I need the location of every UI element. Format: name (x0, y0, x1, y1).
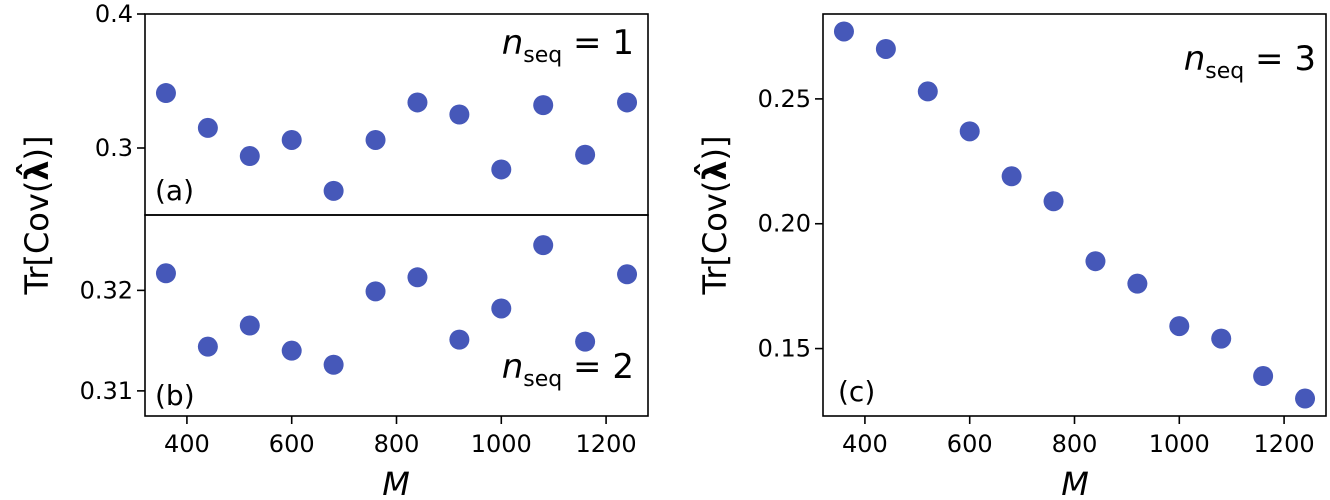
panel-c-data-point (1295, 388, 1316, 409)
panel-b-y-tick-label: 0.32 (80, 276, 133, 304)
panel-c-x-tick-label: 1000 (1149, 430, 1210, 458)
panel-b-data-point (155, 263, 176, 284)
panel-c-y-ticks: 0.15 0.20 0.25 (758, 85, 823, 363)
panel-a-annotation: nseq = 1 (502, 23, 634, 68)
panel-a-label: (a) (155, 174, 194, 207)
panel-c-y-axis-label-symbol: λ̂ (694, 160, 734, 180)
panel-b-points (155, 235, 638, 375)
panel-a-points (155, 83, 638, 201)
panel-c-y-axis-label-prefix: Tr[Cov( (696, 181, 734, 296)
panel-a-y-tick-label: 0.4 (95, 0, 133, 28)
panel-a-data-point (281, 129, 302, 150)
panel-c-data-point (1211, 328, 1232, 349)
panel-a-data-point (533, 95, 554, 116)
panel-c-data-point (1043, 191, 1064, 212)
left-y-axis-label: Tr[Cov(λ̂)] (16, 135, 56, 295)
panel-a-data-point (197, 117, 218, 138)
left-y-axis-label-prefix: Tr[Cov( (18, 181, 56, 296)
panel-c-data-point (1085, 251, 1106, 272)
panel-a-annotation-rest: = 1 (562, 23, 634, 63)
panel-a-data-point (407, 92, 428, 113)
panel-c-x-tick-label: 400 (842, 430, 888, 458)
panel-c-data-point (917, 81, 938, 102)
panel-a-data-point (491, 159, 512, 180)
panel-c-y-tick-label: 0.25 (758, 85, 811, 113)
panel-a-data-point (155, 83, 176, 104)
panel-a-y-tick-label: 0.3 (95, 134, 133, 162)
panel-a-data-point (575, 144, 596, 165)
panel-c-data-point (833, 21, 854, 42)
panel-c-x-tick-label: 600 (947, 430, 993, 458)
panel-c-annotation: nseq = 3 (1184, 39, 1316, 84)
panel-a-data-point (323, 180, 344, 201)
panel-b-annotation: nseq = 2 (502, 347, 634, 392)
panel-b-x-ticks: 400 600 800 1000 1200 (164, 416, 637, 458)
panel-b-x-tick-label: 600 (269, 430, 315, 458)
panel-c-y-axis-label-suffix: )] (696, 135, 734, 160)
panel-a-annotation-base: n (502, 23, 524, 63)
panel-c-data-point (1253, 366, 1274, 387)
panel-b-data-point (281, 340, 302, 361)
panel-c-x-ticks: 400 600 800 1000 1200 (842, 416, 1315, 458)
panel-c-annotation-base: n (1184, 39, 1206, 79)
panel-c: 0.15 0.20 0.25 400 600 800 1000 1200 (c) nseq … (694, 13, 1327, 500)
panel-c-data-point (959, 121, 980, 142)
panel-c-y-tick-label: 0.20 (758, 210, 811, 238)
panel-c-annotation-sub: seq (1205, 59, 1244, 84)
panel-c-data-point (875, 38, 896, 59)
panel-b-data-point (239, 315, 260, 336)
panel-b: 0.310.32 400 600 800 1000 1200 (b) nseq = 2 … (80, 214, 649, 500)
panel-b-x-axis-label: M (382, 465, 410, 500)
panel-c-x-tick-label: 1200 (1254, 430, 1315, 458)
panel-b-data-point (491, 298, 512, 319)
panel-b-annotation-rest: = 2 (562, 347, 634, 387)
panel-b-data-point (575, 331, 596, 352)
panel-b-data-point (323, 354, 344, 375)
panel-a-annotation-sub: seq (523, 43, 562, 68)
panel-b-data-point (533, 235, 554, 256)
panel-a: 0.3 0.4 (a) nseq = 1 (95, 0, 649, 216)
panel-a-data-point (365, 129, 386, 150)
panel-b-data-point (407, 267, 428, 288)
panel-a-data-point (617, 92, 638, 113)
panel-b-y-ticks: 0.31 0.32 (80, 276, 145, 405)
panel-c-x-tick-label: 800 (1052, 430, 1098, 458)
panel-b-annotation-sub: seq (523, 367, 562, 392)
panel-b-data-point (365, 281, 386, 302)
panel-a-data-point (449, 104, 470, 125)
panel-c-x-axis-label: M (1061, 465, 1089, 500)
panel-c-data-point (1127, 273, 1148, 294)
panel-a-data-point (239, 146, 260, 167)
panel-b-data-point (617, 264, 638, 285)
panel-b-label: (b) (155, 379, 195, 412)
panel-c-annotation-rest: = 3 (1244, 39, 1316, 79)
panel-b-y-tick-label: 0.31 (80, 377, 133, 405)
panel-c-y-tick-label: 0.15 (758, 335, 811, 363)
panel-c-label: (c) (838, 375, 875, 408)
left-y-axis-label-symbol: λ̂ (16, 160, 56, 180)
panel-b-x-tick-label: 1200 (576, 430, 637, 458)
panel-b-x-tick-label: 800 (374, 430, 420, 458)
panel-c-data-point (1169, 316, 1190, 337)
panel-c-data-point (1001, 166, 1022, 187)
panel-a-y-ticks: 0.3 0.4 (95, 0, 145, 162)
panel-b-x-tick-label: 1000 (471, 430, 532, 458)
panel-b-data-point (449, 329, 470, 350)
panel-b-data-point (197, 336, 218, 357)
panel-b-x-tick-label: 400 (164, 430, 210, 458)
panel-c-y-axis-label: Tr[Cov(λ̂)] (694, 135, 734, 295)
panel-b-annotation-base: n (502, 347, 524, 387)
panel-c-points (833, 21, 1316, 409)
left-y-axis-label-suffix: )] (18, 135, 56, 160)
